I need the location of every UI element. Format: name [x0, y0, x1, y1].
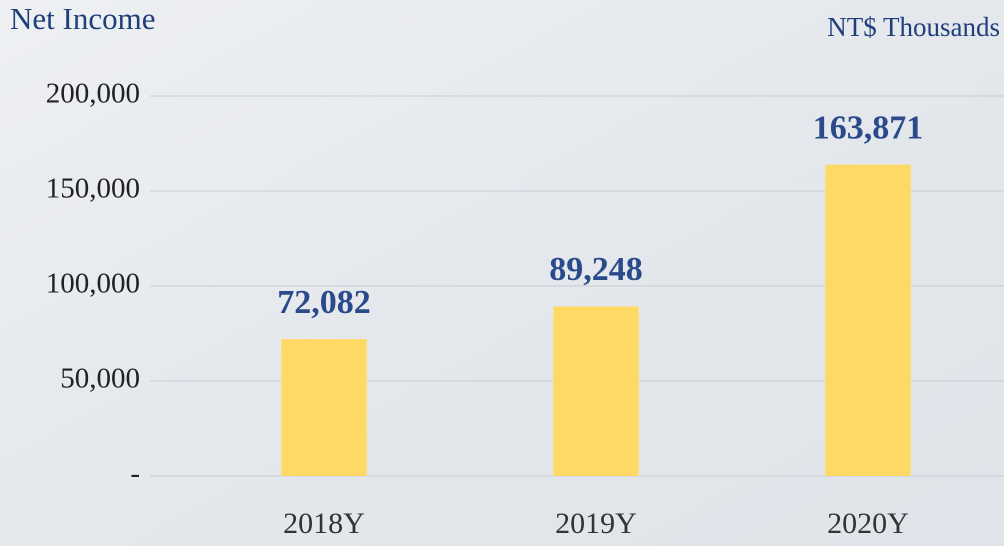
page: Net Income NT$ Thousands - 50,000 100,000 1…	[0, 0, 1004, 546]
bar	[553, 306, 638, 476]
chart-title: Net Income	[10, 1, 155, 36]
data-label: 163,871	[813, 109, 924, 146]
y-tick-label: 150,000	[46, 173, 140, 205]
y-tick-label: 100,000	[46, 268, 140, 300]
y-tick-label: 200,000	[46, 78, 140, 110]
x-tick-label: 2020Y	[827, 507, 909, 540]
chart-subtitle: NT$ Thousands	[827, 12, 1000, 42]
x-tick-label: 2019Y	[555, 507, 637, 540]
y-tick-label: 50,000	[60, 363, 140, 395]
chart: Net Income NT$ Thousands - 50,000 100,000 1…	[0, 0, 1004, 546]
bar	[825, 165, 910, 476]
data-label: 72,082	[277, 284, 371, 321]
x-tick-label: 2018Y	[283, 507, 365, 540]
y-tick-label: -	[130, 458, 140, 490]
bar	[281, 339, 366, 476]
data-label: 89,248	[549, 251, 643, 288]
